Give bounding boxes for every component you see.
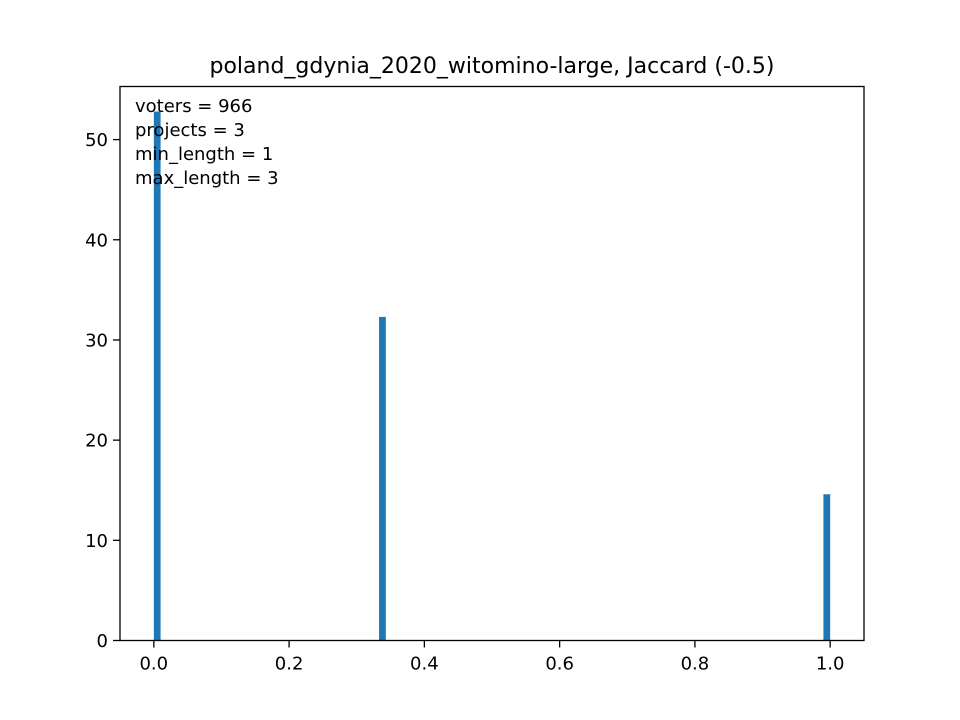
y-tick-label-1: 10: [85, 531, 108, 552]
x-axis-ticks: 0.0 0.2 0.4 0.6 0.8 1.0: [139, 640, 845, 675]
annotation-line-1: projects = 3: [135, 120, 245, 141]
bars-layer: [153, 111, 831, 641]
y-tick-label-2: 20: [85, 431, 108, 452]
x-tick-label-0: 0.0: [139, 654, 168, 675]
y-tick-label-5: 50: [85, 130, 108, 151]
annotation-line-3: max_length = 3: [135, 168, 279, 189]
bar-1: [379, 316, 386, 641]
x-tick-label-4: 0.8: [681, 654, 710, 675]
y-tick-label-3: 30: [85, 330, 108, 351]
x-tick-label-3: 0.6: [545, 654, 574, 675]
annotation-line-0: voters = 966: [135, 96, 252, 117]
chart-title: poland_gdynia_2020_witomino-large, Jacca…: [210, 54, 775, 79]
plot-frame: [119, 85, 865, 642]
bar-2: [823, 494, 831, 641]
annotation-line-2: min_length = 1: [135, 144, 273, 165]
bar-0: [153, 111, 161, 641]
y-axis-ticks: 0 10 20 30 40 50: [85, 130, 120, 652]
y-tick-label-0: 0: [97, 631, 108, 652]
x-tick-label-5: 1.0: [816, 654, 845, 675]
x-tick-label-1: 0.2: [275, 654, 304, 675]
x-tick-label-2: 0.4: [410, 654, 439, 675]
annotation-block: voters = 966 projects = 3 min_length = 1 ma…: [135, 96, 279, 189]
y-tick-label-4: 40: [85, 230, 108, 251]
